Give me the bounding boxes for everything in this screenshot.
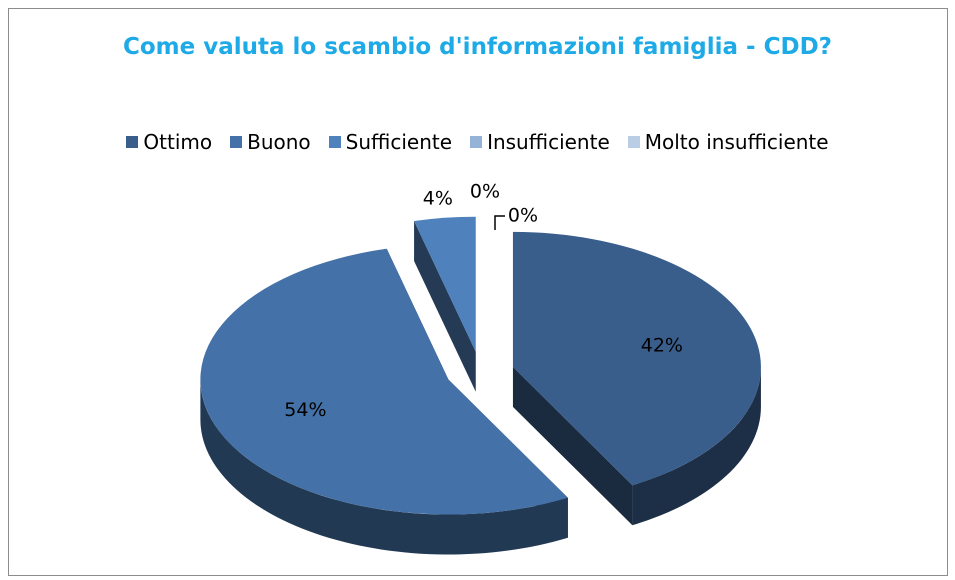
slice — [414, 216, 476, 352]
legend-swatch — [230, 136, 243, 148]
outer-walls — [200, 366, 761, 555]
data-label: 0% — [470, 181, 500, 203]
legend-swatch — [627, 136, 640, 148]
data-label: 0% — [508, 205, 538, 227]
legend: Ottimo Buono Sufficiente Insufficiente Molto… — [0, 130, 955, 154]
slice-side — [414, 221, 476, 392]
legend-item: Ottimo — [126, 130, 212, 154]
legend-item: Buono — [230, 130, 311, 154]
legend-label: Insufficiente — [487, 130, 610, 154]
legend-label: Buono — [247, 130, 311, 154]
chart-title: Come valuta lo scambio d'informazioni fa… — [122, 34, 833, 60]
slice-wall — [632, 366, 761, 526]
legend-label: Ottimo — [143, 130, 213, 154]
legend-item: Sufficiente — [328, 130, 453, 154]
data-label: 42% — [641, 335, 683, 357]
legend-swatch — [470, 136, 483, 148]
legend-swatch — [126, 136, 139, 148]
legend-item: Insufficiente — [470, 130, 610, 154]
slice — [512, 231, 761, 486]
legend-item: Molto insufficiente — [627, 130, 829, 154]
slice-wall — [200, 379, 568, 555]
labels: 42% 54% 4% 0% 0% — [284, 181, 683, 421]
leader-line — [494, 215, 505, 230]
data-label: 4% — [423, 188, 453, 210]
legend-label: Molto insufficiente — [644, 130, 829, 154]
slice-side — [512, 366, 633, 526]
legend-swatch — [328, 136, 341, 148]
slice — [200, 248, 568, 515]
data-label: 54% — [284, 399, 326, 421]
tops — [200, 216, 761, 515]
legend-label: Sufficiente — [345, 130, 453, 154]
